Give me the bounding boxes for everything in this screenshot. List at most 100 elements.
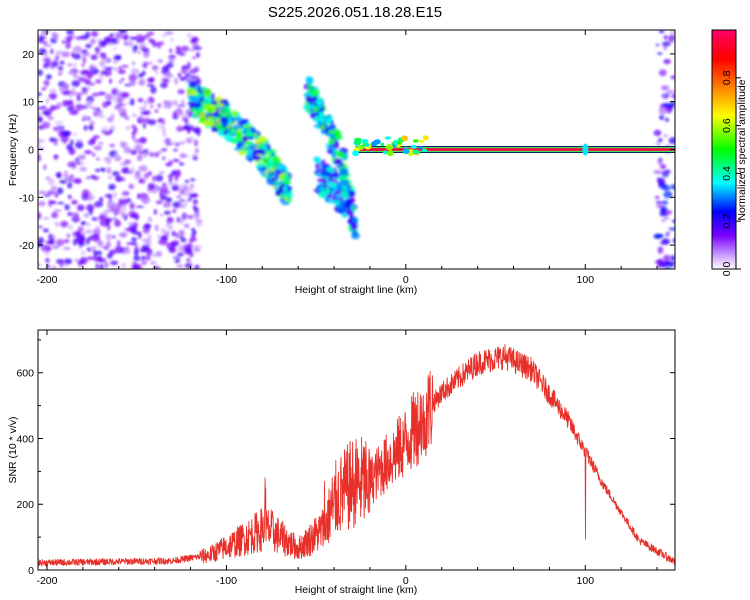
- noise-blob: [656, 258, 664, 266]
- spectrogram-y-ticks: -20 -10 0 10 20: [19, 49, 675, 252]
- noise-blob: [99, 263, 104, 269]
- noise-blob: [49, 238, 55, 245]
- noise-blob: [121, 92, 130, 98]
- noise-blob: [97, 257, 107, 263]
- noise-blob: [77, 226, 84, 233]
- branch-blob: [187, 101, 197, 106]
- noise-blob: [663, 58, 671, 65]
- tone-blob: [393, 139, 398, 146]
- noise-blob: [171, 230, 176, 237]
- branch-blob: [313, 156, 322, 163]
- noise-blob: [81, 221, 87, 225]
- branch-blob: [320, 124, 326, 131]
- noise-blob: [123, 248, 131, 255]
- noise-blob: [65, 43, 71, 49]
- noise-blob: [114, 153, 119, 161]
- noise-blob: [104, 67, 114, 70]
- noise-blob: [86, 82, 96, 86]
- noise-blob: [160, 148, 168, 152]
- noise-blob: [108, 183, 116, 191]
- branch-blob: [207, 115, 215, 120]
- noise-blob: [104, 193, 114, 198]
- chart-title: S225.2026.051.18.28.E15: [268, 4, 442, 21]
- noise-blob: [59, 85, 64, 92]
- noise-blob: [95, 168, 101, 173]
- noise-blob: [113, 47, 117, 51]
- noise-blob: [67, 212, 73, 216]
- noise-blob: [146, 248, 153, 256]
- noise-blob: [41, 87, 47, 91]
- tone-blob: [401, 135, 409, 142]
- noise-blob: [83, 125, 88, 131]
- branch-blob: [309, 88, 319, 95]
- noise-blob: [67, 182, 73, 189]
- branch-blob: [245, 146, 251, 150]
- noise-blob: [42, 62, 50, 69]
- noise-blob: [165, 197, 173, 203]
- branch-blob: [198, 113, 207, 117]
- noise-blob: [49, 88, 57, 93]
- noise-blob: [193, 126, 202, 134]
- tone-blob: [421, 148, 428, 153]
- noise-blob: [94, 47, 101, 52]
- noise-blob: [52, 32, 59, 40]
- noise-blob: [129, 98, 135, 106]
- tone-blob: [380, 142, 385, 147]
- noise-blob: [665, 232, 670, 237]
- noise-blob: [166, 216, 174, 224]
- noise-blob: [45, 257, 50, 263]
- noise-blob: [166, 62, 174, 68]
- noise-blob: [162, 133, 168, 137]
- noise-blob: [126, 126, 130, 130]
- noise-blob: [98, 215, 106, 221]
- y-tick-label: 0: [28, 565, 34, 577]
- noise-blob: [95, 263, 99, 269]
- noise-blob: [76, 204, 85, 212]
- noise-blob: [47, 178, 55, 186]
- noise-blob: [663, 191, 673, 199]
- noise-blob: [136, 154, 143, 162]
- noise-blob: [177, 72, 182, 78]
- tone-blob: [354, 140, 362, 145]
- noise-blob: [672, 238, 675, 243]
- noise-blob: [38, 111, 41, 116]
- x-tick-label: 100: [577, 575, 595, 587]
- tone-blob: [373, 139, 381, 145]
- noise-blob: [143, 201, 148, 205]
- noise-blob: [116, 240, 121, 248]
- colorbar-frame: [711, 29, 737, 270]
- noise-blob: [88, 235, 93, 241]
- noise-blob: [122, 166, 130, 174]
- noise-blob: [111, 113, 115, 121]
- noise-blob: [59, 179, 68, 184]
- noise-blob: [656, 52, 663, 55]
- noise-blob: [178, 188, 182, 196]
- noise-blob: [42, 121, 50, 129]
- noise-blob: [169, 37, 174, 42]
- noise-blob: [118, 66, 122, 70]
- noise-blob: [82, 115, 88, 121]
- noise-blob: [149, 151, 154, 158]
- noise-blob: [195, 52, 200, 58]
- branch-blob: [328, 139, 335, 145]
- noise-blob: [138, 178, 146, 184]
- branch-blob: [284, 192, 293, 199]
- noise-blob: [106, 100, 112, 106]
- noise-blob: [96, 157, 100, 161]
- noise-blob: [176, 252, 185, 257]
- noise-blob: [71, 88, 76, 96]
- noise-blob: [665, 260, 671, 267]
- noise-blob: [63, 239, 70, 244]
- noise-blob: [108, 249, 116, 256]
- noise-blob: [94, 250, 103, 256]
- noise-blob: [137, 264, 143, 269]
- noise-blob: [92, 152, 96, 157]
- noise-blob: [38, 48, 47, 55]
- x-tick-label: 100: [577, 274, 595, 286]
- branch-blob: [230, 137, 240, 144]
- noise-blob: [192, 205, 197, 210]
- noise-blob: [184, 202, 188, 206]
- noise-blob: [189, 238, 194, 244]
- noise-blob: [658, 30, 665, 34]
- noise-blob: [121, 65, 129, 68]
